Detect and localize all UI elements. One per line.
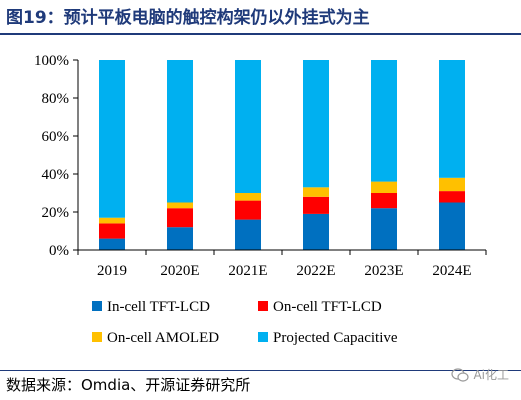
y-tick-label: 100% (34, 53, 69, 69)
legend-swatch (258, 332, 268, 342)
x-tick-label: 2022E (296, 263, 335, 279)
bar-segment (439, 177, 465, 192)
bar-segment (235, 193, 261, 201)
axes-layer: 0% 20% 40% 60% 80% 100% 2019 2020E 2021E 2022E 202… (34, 53, 487, 279)
legend-label: On-cell TFT-LCD (273, 299, 382, 315)
bar-segment (99, 60, 125, 218)
bar-segment (167, 60, 193, 203)
legend-swatch (92, 332, 102, 342)
x-tick-label: 2024E (432, 263, 471, 279)
legend-swatch (92, 301, 102, 311)
bar-segment (235, 60, 261, 193)
y-tick-label: 80% (42, 91, 70, 107)
bar-segment (235, 219, 261, 250)
bar-segment (439, 60, 465, 178)
wechat-icon (451, 367, 470, 382)
bar-segment (167, 208, 193, 228)
y-tick-label: 20% (42, 205, 70, 221)
source-divider (0, 370, 521, 371)
bar-segment (439, 202, 465, 250)
bar-segment (99, 223, 125, 239)
y-tick-label: 40% (42, 167, 70, 183)
bar-segment (371, 208, 397, 250)
bar-segment (439, 191, 465, 203)
bar-segment (371, 193, 397, 209)
legend: In-cell TFT-LCD On-cell TFT-LCD On-cell AM… (92, 299, 398, 346)
bar-segment (99, 217, 125, 224)
x-tick-label: 2019 (97, 263, 127, 279)
bar-segment (371, 181, 397, 193)
bars-layer (99, 60, 465, 250)
title-divider (0, 33, 521, 35)
bar-segment (167, 202, 193, 209)
watermark: Ai化工 (451, 366, 509, 383)
bar-segment (303, 60, 329, 188)
bar-segment (167, 227, 193, 250)
data-source-note: 数据来源：Omdia、开源证券研究所 (6, 376, 251, 394)
legend-label: On-cell AMOLED (107, 330, 219, 346)
bar-segment (371, 60, 397, 182)
stacked-bar-chart: 0% 20% 40% 60% 80% 100% 2019 2020E 2021E 2022E 202… (34, 53, 487, 346)
bar-segment (99, 238, 125, 250)
legend-swatch (258, 301, 268, 311)
chart-title: 图19：预计平板电脑的触控构架仍以外挂式为主 (6, 8, 370, 28)
x-tick-label: 2021E (228, 263, 267, 279)
legend-label: Projected Capacitive (273, 330, 398, 346)
legend-label: In-cell TFT-LCD (107, 299, 210, 315)
y-tick-label: 0% (49, 243, 69, 259)
y-tick-label: 60% (42, 129, 70, 145)
bar-segment (303, 213, 329, 250)
bar-segment (303, 187, 329, 197)
bar-segment (235, 200, 261, 220)
x-tick-label: 2023E (364, 263, 403, 279)
x-tick-label: 2020E (160, 263, 199, 279)
watermark-label: Ai化工 (473, 368, 509, 382)
bar-segment (303, 196, 329, 214)
